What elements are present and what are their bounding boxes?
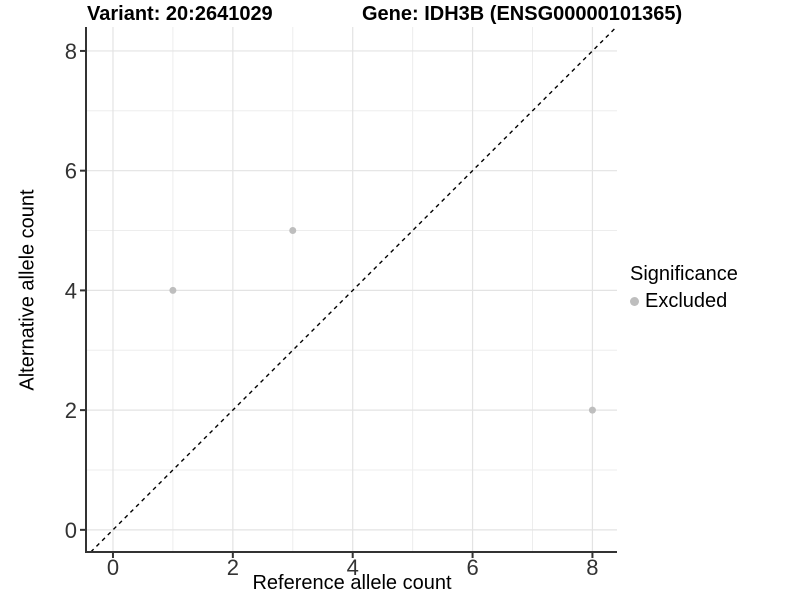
data-point xyxy=(169,286,177,294)
legend: Significance Excluded xyxy=(630,263,738,313)
excluded-point-icon xyxy=(630,297,639,306)
legend-item-excluded: Excluded xyxy=(630,290,738,313)
y-tick-label: 6 xyxy=(65,159,77,184)
y-tick-label: 4 xyxy=(65,278,77,303)
y-tick-label: 2 xyxy=(65,398,77,423)
legend-title: Significance xyxy=(630,263,738,285)
x-axis-title: Reference allele count xyxy=(252,572,452,594)
x-tick-label: 0 xyxy=(107,555,119,580)
x-tick-label: 8 xyxy=(586,555,598,580)
legend-item-label: Excluded xyxy=(645,290,728,312)
identity-line xyxy=(90,26,617,553)
y-axis-title: Alternative allele count xyxy=(16,189,39,391)
variant-title: Variant: 20:2641029 xyxy=(87,3,273,25)
x-tick-label: 4 xyxy=(347,555,359,580)
y-tick-label: 8 xyxy=(65,39,77,64)
data-point xyxy=(289,227,297,235)
x-tick-label: 6 xyxy=(466,555,478,580)
data-point xyxy=(588,406,596,414)
gene-title: Gene: IDH3B (ENSG00000101365) xyxy=(362,3,683,25)
y-tick-label: 0 xyxy=(65,518,77,543)
x-tick-label: 2 xyxy=(227,555,239,580)
